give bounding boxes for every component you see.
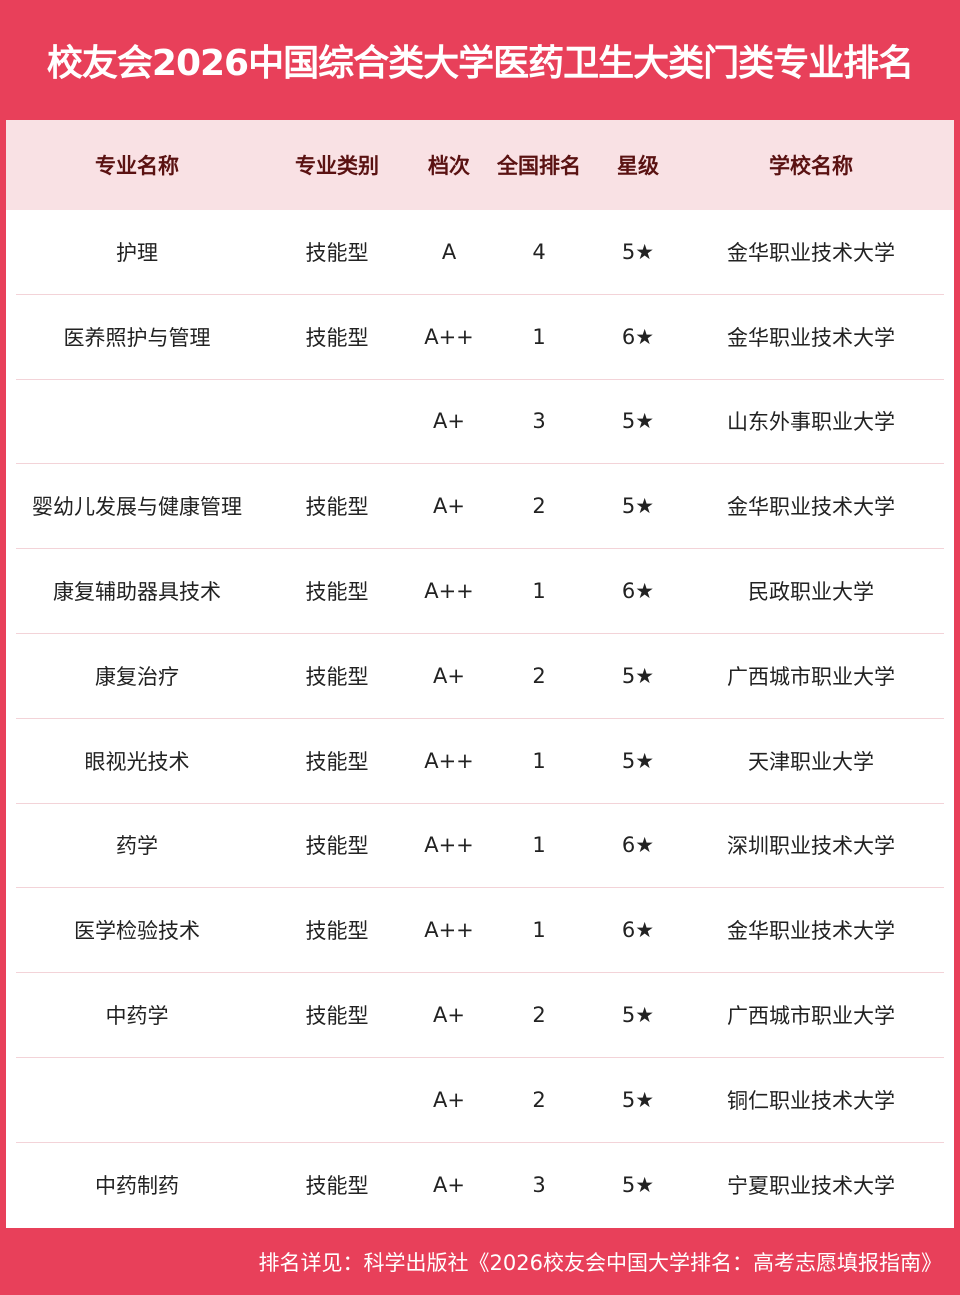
cell-star-level: 6★ <box>621 579 655 604</box>
cell-school-name: 天津职业大学 <box>748 749 874 774</box>
cell-major-type: 技能型 <box>305 749 369 774</box>
cell-grade: A+ <box>433 409 465 434</box>
cell-school-name: 民政职业大学 <box>748 580 874 605</box>
column-header-star-level: 星级 <box>617 154 659 178</box>
cell-major-type: 技能型 <box>305 495 369 520</box>
cell-school-name: 深圳职业技术大学 <box>727 834 895 859</box>
cell-major-type: 技能型 <box>305 1004 369 1029</box>
cell-major-name: 婴幼儿发展与健康管理 <box>32 495 242 520</box>
cell-major-name: 医学检验技术 <box>74 919 200 944</box>
cell-major-name: 中药学 <box>105 1004 169 1029</box>
page-title: 校友会2026中国综合类大学医药卫生大类门类专业排名 <box>46 43 914 84</box>
cell-star-level: 6★ <box>621 833 655 858</box>
cell-school-name: 金华职业技术大学 <box>727 495 895 520</box>
cell-school-name: 金华职业技术大学 <box>727 919 895 944</box>
cell-major-type: 技能型 <box>305 1174 369 1199</box>
column-header-school-name: 学校名称 <box>769 154 853 178</box>
column-header-major-name: 专业名称 <box>95 154 179 178</box>
cell-school-name: 宁夏职业技术大学 <box>727 1174 895 1199</box>
table-row: A+ 3 5★ 山东外事职业大学 <box>16 380 944 465</box>
cell-major-type: 技能型 <box>305 664 369 689</box>
cell-grade: A++ <box>424 748 474 773</box>
cell-grade: A+ <box>433 494 465 519</box>
cell-star-level: 5★ <box>621 1173 655 1198</box>
cell-grade: A <box>441 239 457 264</box>
cell-national-rank: 1 <box>532 579 546 604</box>
cell-national-rank: 2 <box>532 1003 546 1028</box>
cell-national-rank: 3 <box>532 409 546 434</box>
cell-national-rank: 3 <box>532 1173 546 1198</box>
table-row: 药学 技能型 A++ 1 6★ 深圳职业技术大学 <box>16 804 944 889</box>
column-header-major-type: 专业类别 <box>295 154 379 178</box>
cell-star-level: 5★ <box>621 1087 655 1112</box>
cell-major-name: 药学 <box>116 834 158 859</box>
cell-major-type: 技能型 <box>305 834 369 859</box>
cell-national-rank: 1 <box>532 748 546 773</box>
cell-major-name: 康复治疗 <box>95 664 179 689</box>
cell-major-type: 技能型 <box>305 580 369 605</box>
cell-star-level: 5★ <box>621 494 655 519</box>
cell-grade: A+ <box>433 663 465 688</box>
table-row: 中药学 技能型 A+ 2 5★ 广西城市职业大学 <box>16 973 944 1058</box>
cell-major-name: 中药制药 <box>95 1174 179 1199</box>
cell-school-name: 广西城市职业大学 <box>727 664 895 689</box>
cell-national-rank: 1 <box>532 833 546 858</box>
cell-school-name: 金华职业技术大学 <box>727 240 895 265</box>
cell-major-name: 医养照护与管理 <box>63 325 211 350</box>
column-header-grade: 档次 <box>428 154 470 178</box>
cell-grade: A++ <box>424 918 474 943</box>
cell-grade: A++ <box>424 579 474 604</box>
cell-school-name: 山东外事职业大学 <box>727 410 895 435</box>
cell-major-name: 护理 <box>116 240 158 265</box>
cell-star-level: 5★ <box>621 239 655 264</box>
cell-school-name: 广西城市职业大学 <box>727 1004 895 1029</box>
cell-grade: A++ <box>424 833 474 858</box>
table-header: 专业名称 专业类别 档次 全国排名 星级 学校名称 <box>6 120 954 210</box>
cell-school-name: 铜仁职业技术大学 <box>727 1088 895 1113</box>
cell-major-type: 技能型 <box>305 240 369 265</box>
cell-star-level: 5★ <box>621 663 655 688</box>
cell-major-name: 眼视光技术 <box>84 749 190 774</box>
column-header-national-rank: 全国排名 <box>497 154 581 178</box>
cell-star-level: 5★ <box>621 409 655 434</box>
table-row: 康复治疗 技能型 A+ 2 5★ 广西城市职业大学 <box>16 634 944 719</box>
cell-star-level: 6★ <box>621 324 655 349</box>
cell-grade: A+ <box>433 1173 465 1198</box>
cell-national-rank: 1 <box>532 324 546 349</box>
cell-grade: A+ <box>433 1087 465 1112</box>
cell-major-type: 技能型 <box>305 919 369 944</box>
table-row: 医学检验技术 技能型 A++ 1 6★ 金华职业技术大学 <box>16 888 944 974</box>
table-row: 医养照护与管理 技能型 A++ 1 6★ 金华职业技术大学 <box>16 295 944 380</box>
table-row: 眼视光技术 技能型 A++ 1 5★ 天津职业大学 <box>16 719 944 804</box>
ranking-table: 专业名称 专业类别 档次 全国排名 星级 学校名称 护理 技能型 A 4 5★ 金华职业技术大学 医养… <box>6 120 954 1228</box>
table-row: 中药制药 技能型 A+ 3 5★ 宁夏职业技术大学 <box>16 1143 944 1228</box>
table-row: A+ 2 5★ 铜仁职业技术大学 <box>16 1058 944 1143</box>
cell-national-rank: 4 <box>532 239 546 264</box>
cell-star-level: 6★ <box>621 918 655 943</box>
cell-grade: A++ <box>424 324 474 349</box>
cell-star-level: 5★ <box>621 1003 655 1028</box>
source-note: 排名详见：科学出版社《2026校友会中国大学排名：高考志愿填报指南》 <box>258 1251 942 1275</box>
table-row: 康复辅助器具技术 技能型 A++ 1 6★ 民政职业大学 <box>16 549 944 634</box>
cell-national-rank: 2 <box>532 494 546 519</box>
cell-major-name: 康复辅助器具技术 <box>53 580 221 605</box>
table-body: 护理 技能型 A 4 5★ 金华职业技术大学 医养照护与管理 技能型 A++ 1 6★ 金华职业技术大… <box>6 210 954 1228</box>
cell-grade: A+ <box>433 1003 465 1028</box>
cell-star-level: 5★ <box>621 748 655 773</box>
table-row: 婴幼儿发展与健康管理 技能型 A+ 2 5★ 金华职业技术大学 <box>16 464 944 550</box>
table-row: 护理 技能型 A 4 5★ 金华职业技术大学 <box>16 210 944 295</box>
cell-national-rank: 2 <box>532 1087 546 1112</box>
cell-national-rank: 2 <box>532 663 546 688</box>
cell-school-name: 金华职业技术大学 <box>727 325 895 350</box>
cell-national-rank: 1 <box>532 918 546 943</box>
cell-major-type: 技能型 <box>305 325 369 350</box>
